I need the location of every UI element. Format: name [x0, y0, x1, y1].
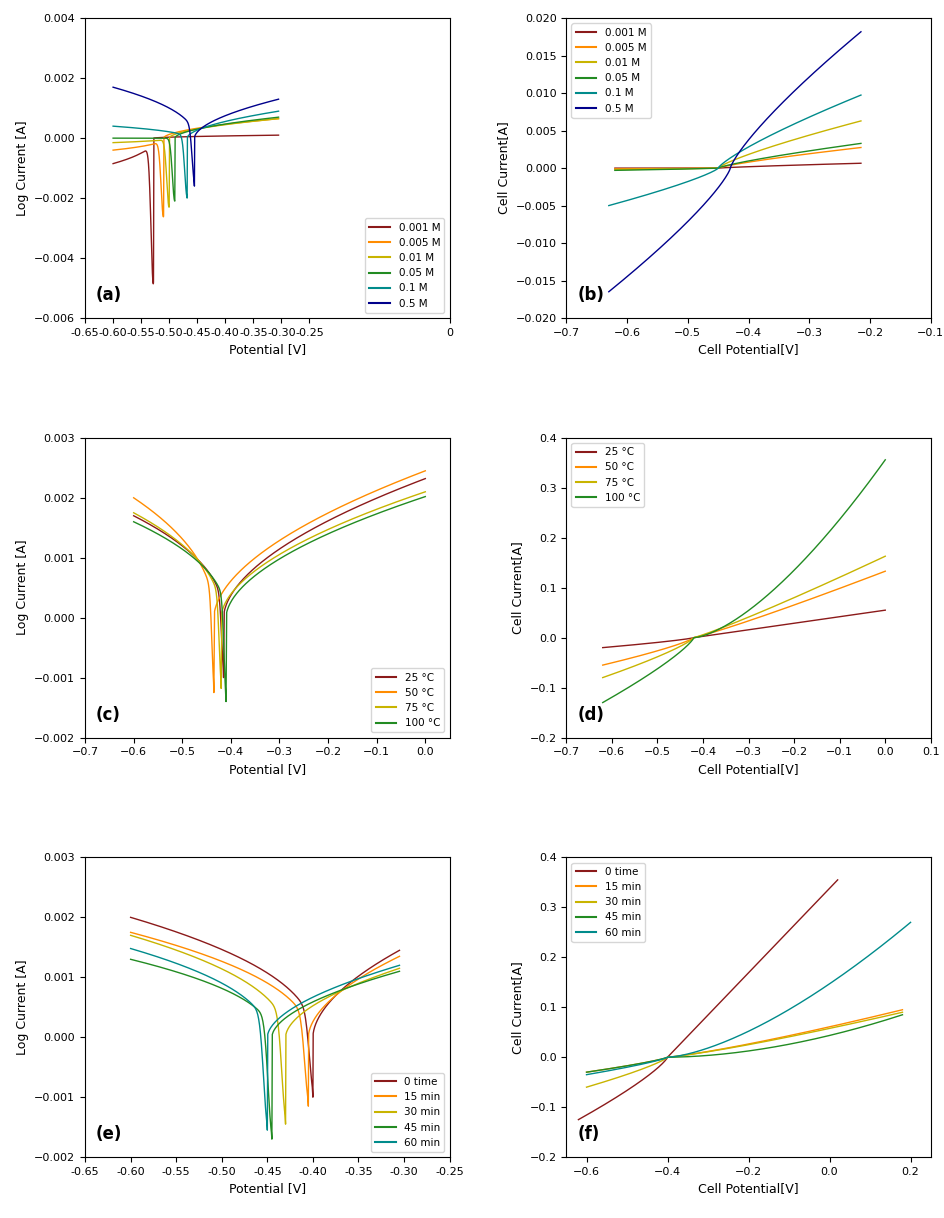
X-axis label: Cell Potential[V]: Cell Potential[V]: [698, 762, 798, 776]
X-axis label: Potential [V]: Potential [V]: [228, 1183, 306, 1195]
Y-axis label: Cell Current[A]: Cell Current[A]: [511, 541, 523, 635]
Text: (a): (a): [96, 286, 122, 304]
Y-axis label: Cell Current[A]: Cell Current[A]: [511, 961, 523, 1054]
X-axis label: Potential [V]: Potential [V]: [228, 762, 306, 776]
Y-axis label: Cell Current[A]: Cell Current[A]: [497, 122, 510, 214]
Legend: 0.001 M, 0.005 M, 0.01 M, 0.05 M, 0.1 M, 0.5 M: 0.001 M, 0.005 M, 0.01 M, 0.05 M, 0.1 M,…: [365, 218, 444, 313]
Text: (e): (e): [96, 1125, 122, 1144]
X-axis label: Cell Potential[V]: Cell Potential[V]: [698, 343, 798, 356]
Text: (c): (c): [96, 705, 121, 723]
Text: (f): (f): [577, 1125, 598, 1144]
Y-axis label: Log Current [A]: Log Current [A]: [16, 121, 28, 216]
Legend: 0.001 M, 0.005 M, 0.01 M, 0.05 M, 0.1 M, 0.5 M: 0.001 M, 0.005 M, 0.01 M, 0.05 M, 0.1 M,…: [571, 23, 649, 118]
Y-axis label: Log Current [A]: Log Current [A]: [16, 960, 28, 1055]
Text: (b): (b): [577, 286, 603, 304]
Legend: 25 °C, 50 °C, 75 °C, 100 °C: 25 °C, 50 °C, 75 °C, 100 °C: [371, 669, 444, 732]
Legend: 0 time, 15 min, 30 min, 45 min, 60 min: 0 time, 15 min, 30 min, 45 min, 60 min: [370, 1073, 444, 1152]
X-axis label: Cell Potential[V]: Cell Potential[V]: [698, 1183, 798, 1195]
X-axis label: Potential [V]: Potential [V]: [228, 343, 306, 356]
Text: (d): (d): [577, 705, 603, 723]
Y-axis label: Log Current [A]: Log Current [A]: [16, 540, 28, 636]
Legend: 0 time, 15 min, 30 min, 45 min, 60 min: 0 time, 15 min, 30 min, 45 min, 60 min: [571, 862, 645, 942]
Legend: 25 °C, 50 °C, 75 °C, 100 °C: 25 °C, 50 °C, 75 °C, 100 °C: [571, 443, 644, 507]
